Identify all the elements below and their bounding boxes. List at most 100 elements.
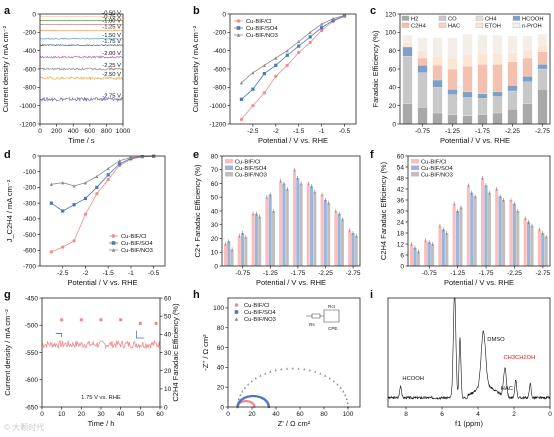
data-point: [291, 367, 294, 370]
data-point: [95, 174, 99, 179]
bar: [512, 203, 516, 266]
y-tick-label: 0: [392, 121, 396, 128]
y-tick-label: -600: [23, 248, 36, 255]
x-tick-label: 30: [97, 411, 105, 418]
x-tick-label: 2: [512, 411, 516, 418]
bar: [523, 218, 527, 266]
data-point: [320, 26, 324, 30]
y-tick-label: 6: [400, 252, 404, 259]
data-point: [262, 397, 265, 400]
legend-swatch: [438, 15, 447, 21]
x-tick-label: -2.25: [505, 128, 520, 135]
bar-h2: [522, 103, 533, 125]
y-tick-label: -650: [25, 404, 38, 411]
bar: [509, 200, 513, 266]
bar: [466, 185, 470, 266]
trace-label: -2.75 V: [102, 93, 121, 99]
x-tick-label: 80: [320, 411, 328, 418]
bar: [348, 230, 352, 266]
panel-letter: e: [193, 149, 199, 161]
x-tick-label: -2.25: [318, 270, 333, 277]
legend-swatch: [411, 165, 419, 170]
y-tick-label: -400: [213, 48, 226, 55]
y-tick-label: -200: [23, 30, 36, 37]
data-point: [262, 63, 266, 67]
circuit-label-rs: Rs: [309, 322, 315, 327]
peak-label-hcooh: HCOOH: [402, 376, 424, 382]
legend-entry: Cu-BIF/Cl: [121, 234, 146, 240]
y-tick-label: -700: [23, 263, 36, 270]
bar-npropoh: [432, 37, 443, 57]
data-point: [72, 184, 76, 188]
bar: [296, 178, 300, 266]
bar: [441, 229, 445, 266]
bar: [537, 229, 541, 266]
bar: [445, 233, 449, 266]
y-axis-label: Current density / mA cm⁻²: [1, 25, 10, 112]
data-point: [308, 369, 311, 372]
y-tick-label: -100: [23, 169, 36, 176]
y-tick-label: 40: [211, 208, 219, 215]
data-point: [314, 370, 317, 373]
y-tick-label: 48: [397, 175, 405, 182]
bar-etoh: [417, 50, 428, 59]
bar: [455, 211, 460, 266]
bar-etoh: [447, 57, 458, 70]
bar-co: [462, 97, 473, 116]
bar: [431, 244, 435, 266]
axis-arrow: [136, 330, 145, 339]
legend-entry: Cu-BIF/SO4: [235, 166, 267, 172]
legend-swatch: [225, 159, 233, 164]
data-point: [250, 395, 253, 398]
data-point: [240, 398, 243, 401]
data-point: [344, 393, 347, 397]
y-tick-label: 18: [397, 230, 405, 237]
trace-line: [39, 29, 124, 32]
bar-etoh: [402, 42, 413, 48]
trace-line: [39, 96, 124, 103]
bar-etoh: [477, 53, 488, 65]
bar-npropoh: [447, 37, 458, 59]
bar-etoh: [462, 54, 473, 67]
bar: [544, 236, 548, 266]
legend-swatch: [512, 15, 521, 21]
y-tick-label: 40: [217, 365, 225, 372]
legend-entry: Cu-BIF/SO4: [246, 26, 278, 32]
fe-point: [60, 318, 64, 322]
x-axis-label: Potential / V vs. RHE: [256, 278, 326, 287]
bar-co: [492, 96, 503, 114]
data-point: [274, 369, 277, 372]
bar: [340, 219, 345, 266]
y-axis-label: Current density / mA cm⁻²: [191, 25, 200, 112]
data-point: [285, 53, 289, 57]
legend-entry: ETOH: [485, 24, 501, 30]
bar-c2h4: [462, 66, 473, 93]
x-tick-label: 0: [38, 128, 42, 135]
data-point: [251, 87, 255, 91]
x-tick-label: 8: [404, 411, 408, 418]
y-tick-label: -300: [23, 200, 36, 207]
legend-marker: [111, 241, 116, 245]
trace-line: [39, 23, 124, 26]
bar-hcooh: [537, 64, 548, 70]
data-point: [252, 394, 255, 398]
y-tick-label: 60: [389, 66, 397, 73]
bar: [268, 194, 272, 266]
legend-entry: Cu-BIF/NO3: [244, 317, 276, 323]
y-tick-label: 20: [217, 384, 225, 391]
y-axis-label: Current density / mA cm⁻²: [3, 309, 12, 396]
y-tick-label: 0: [400, 263, 404, 270]
data-point: [331, 16, 335, 21]
trace-line: [39, 75, 124, 81]
x-tick-label: -1.75: [290, 270, 305, 277]
bar-hcooh: [462, 91, 473, 98]
bar-c2h4: [417, 57, 428, 66]
bar-hcooh: [477, 93, 488, 99]
data-point: [241, 397, 244, 400]
x-tick-label: 40: [117, 411, 125, 418]
legend-swatch: [225, 172, 233, 177]
trace-label: -2.50 V: [102, 72, 121, 78]
bar-c2h4: [432, 65, 443, 81]
circuit-label-cpe: CPE: [328, 326, 337, 331]
legend-marker: [234, 310, 239, 314]
